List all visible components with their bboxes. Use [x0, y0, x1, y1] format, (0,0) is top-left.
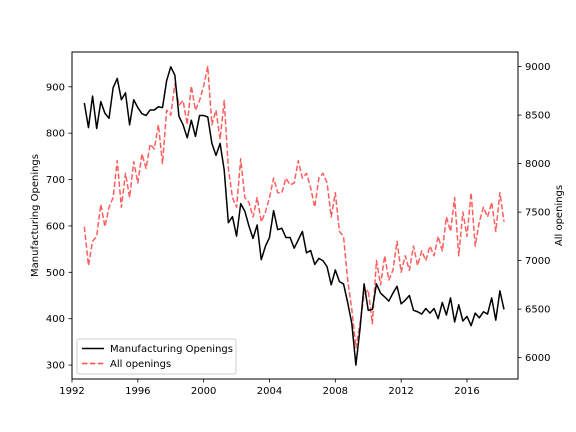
- y-left-tick-label: 900: [46, 82, 65, 93]
- y-right-tick-label: 7000: [525, 256, 550, 267]
- y-left-tick-label: 400: [46, 314, 65, 325]
- x-tick-label: 2016: [454, 386, 479, 397]
- y-axis-left-label: Manufacturing Openings: [30, 154, 41, 277]
- y-right-tick-label: 8500: [525, 111, 550, 122]
- x-tick-label: 1992: [59, 386, 84, 397]
- legend-label-manufacturing: Manufacturing Openings: [110, 344, 233, 355]
- legend: Manufacturing Openings All openings: [76, 338, 237, 375]
- series-layer: [83, 65, 505, 366]
- y-left-tick-label: 500: [46, 268, 65, 279]
- y-left-tick-label: 300: [46, 361, 65, 372]
- series-line-manufacturing-openings: [83, 66, 505, 366]
- x-tick-label: 2012: [388, 386, 413, 397]
- y-left-tick-label: 600: [46, 221, 65, 232]
- y-axis-right: 6000 6500 7000 7500 8000 8500 9000: [518, 62, 550, 364]
- y-right-tick-label: 9000: [525, 62, 550, 73]
- x-tick-label: 1996: [125, 386, 150, 397]
- y-right-tick-label: 6500: [525, 305, 550, 316]
- y-right-tick-label: 7500: [525, 208, 550, 219]
- y-left-tick-label: 700: [46, 175, 65, 186]
- y-right-tick-label: 8000: [525, 159, 550, 170]
- x-tick-label: 2000: [191, 386, 216, 397]
- y-right-tick-label: 6000: [525, 353, 550, 364]
- plot-area-frame: [71, 51, 519, 380]
- series-line-all-openings: [83, 65, 505, 349]
- x-axis: 1992 1996 2000 2004 2008 2012 2016: [59, 379, 480, 397]
- y-left-tick-label: 800: [46, 129, 65, 140]
- legend-label-all-openings: All openings: [110, 359, 171, 370]
- y-axis-right-label: All openings: [554, 185, 565, 246]
- x-tick-label: 2004: [257, 386, 282, 397]
- y-axis-left: 300 400 500 600 700 800 900: [46, 82, 72, 372]
- legend-box: [76, 338, 237, 375]
- x-tick-label: 2008: [323, 386, 348, 397]
